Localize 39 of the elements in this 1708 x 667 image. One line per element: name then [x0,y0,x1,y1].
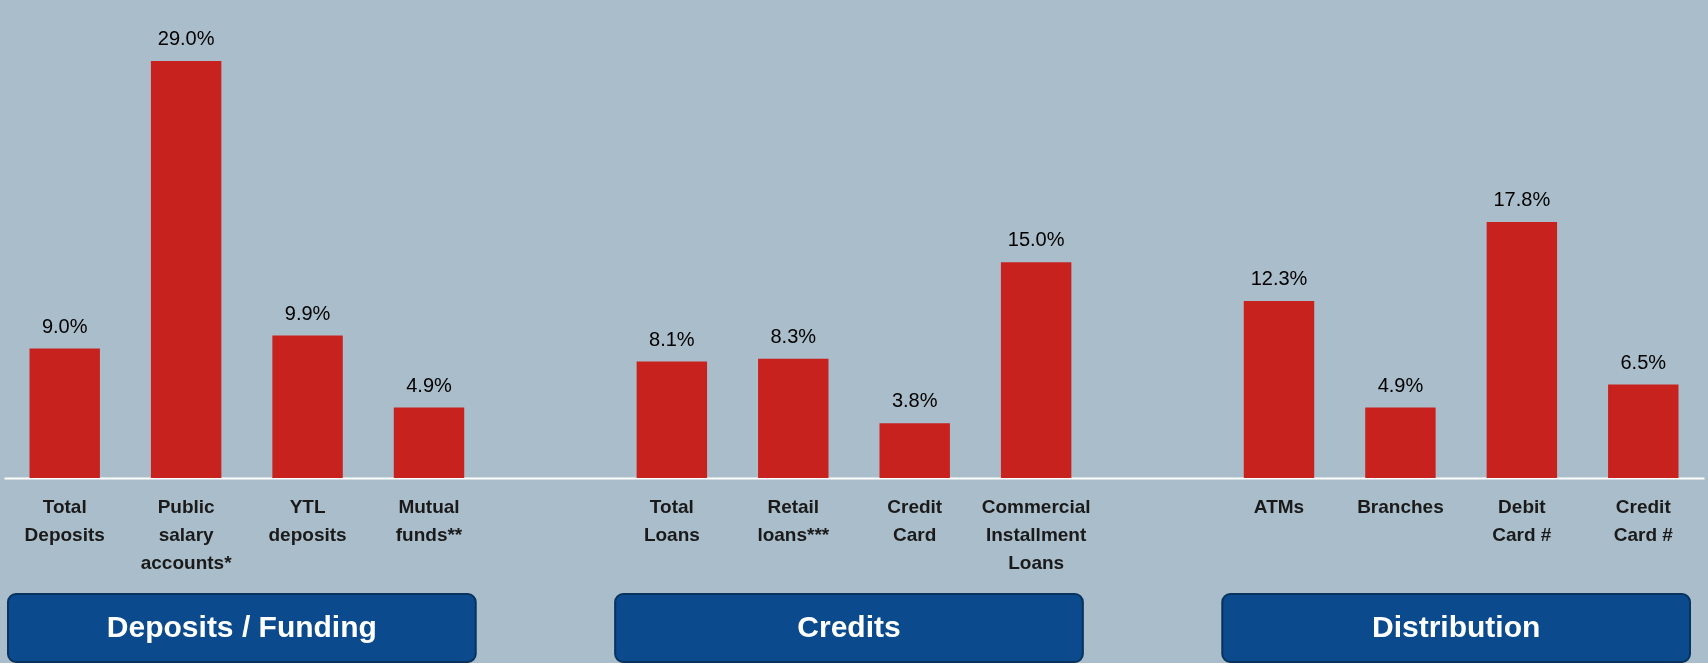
bar [1000,262,1072,478]
text: Credits [797,610,901,643]
x-tick-label: Total Deposits [24,496,105,545]
bar [758,358,829,478]
data-label: 4.9% [406,373,453,396]
data-label: 12.3% [1250,267,1308,290]
x-tick-label: Credit Card # [1613,496,1674,545]
data-label: 9.9% [284,301,331,324]
x-tick-label: Total Loans [643,496,700,545]
bar [393,407,465,478]
data-label: 29.0% [157,26,215,49]
x-tick-label: Credit Card [887,496,943,545]
data-label: 8.3% [770,324,817,347]
bar [636,361,708,478]
x-tick-label: Debit Card # [1492,496,1552,545]
x-tick-label: Branches [1357,496,1444,517]
bar [150,60,222,478]
data-label: 15.0% [1007,228,1065,251]
text: Distribution [1371,610,1541,643]
x-tick-label: Public salary accounts* [140,496,233,573]
x-tick-label: ATMs [1253,496,1305,517]
bar [1243,301,1315,478]
data-label: 9.0% [41,314,88,337]
data-label: 4.9% [1377,373,1424,396]
bar [1608,384,1679,478]
bar [272,335,343,478]
bar [879,423,950,478]
x-tick-label: Mutual funds** [395,496,463,545]
bar [1365,407,1436,478]
x-tick-label: Retail loans*** [757,496,830,545]
bar [29,348,100,478]
data-label: 6.5% [1620,350,1667,373]
x-tick-label: Commercial Installment Loans [981,496,1091,573]
text: Deposits / Funding [106,610,377,643]
data-label: 17.8% [1493,188,1551,211]
bar [1486,222,1558,478]
data-label: 3.8% [891,389,938,412]
data-label: 8.1% [649,327,695,350]
x-tick-label: YTL deposits [268,496,347,545]
